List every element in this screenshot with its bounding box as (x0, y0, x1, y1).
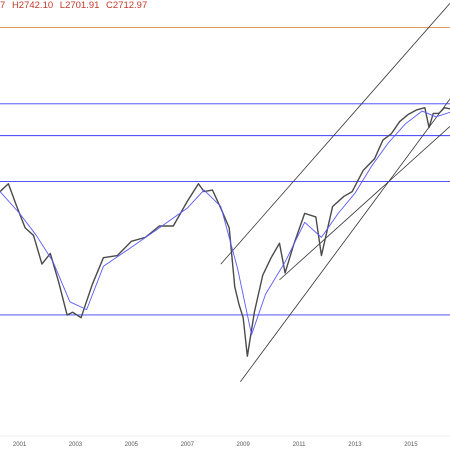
x-tick-2005: 2005 (125, 442, 139, 448)
channel-line-2 (220, 2, 450, 265)
ohlc-readout: 7 H2742.10 L2701.91 C2712.97 (0, 0, 151, 14)
channel-line-3 (279, 126, 450, 281)
close-value: C2712.97 (106, 0, 148, 11)
x-tick-2009: 2009 (236, 442, 250, 448)
channel-line-1 (240, 98, 450, 382)
trend-channel (220, 2, 450, 382)
x-tick-2001: 2001 (13, 442, 27, 448)
price-line (0, 107, 450, 357)
x-tick-2011: 2011 (293, 442, 307, 448)
x-tick-2015: 2015 (404, 442, 418, 448)
horizontal-levels (0, 26, 450, 316)
x-tick-2013: 2013 (348, 442, 362, 448)
open-fragment: 7 (0, 0, 6, 11)
x-tick-2007: 2007 (181, 442, 195, 448)
low-value: L2701.91 (59, 0, 100, 11)
high-value: H2742.10 (11, 0, 54, 11)
moving-average-line (0, 110, 450, 336)
time-axis: 2001 2003 2005 2007 2009 2011 2013 2015 (13, 442, 418, 448)
price-series (0, 107, 450, 357)
x-tick-2003: 2003 (69, 442, 83, 448)
